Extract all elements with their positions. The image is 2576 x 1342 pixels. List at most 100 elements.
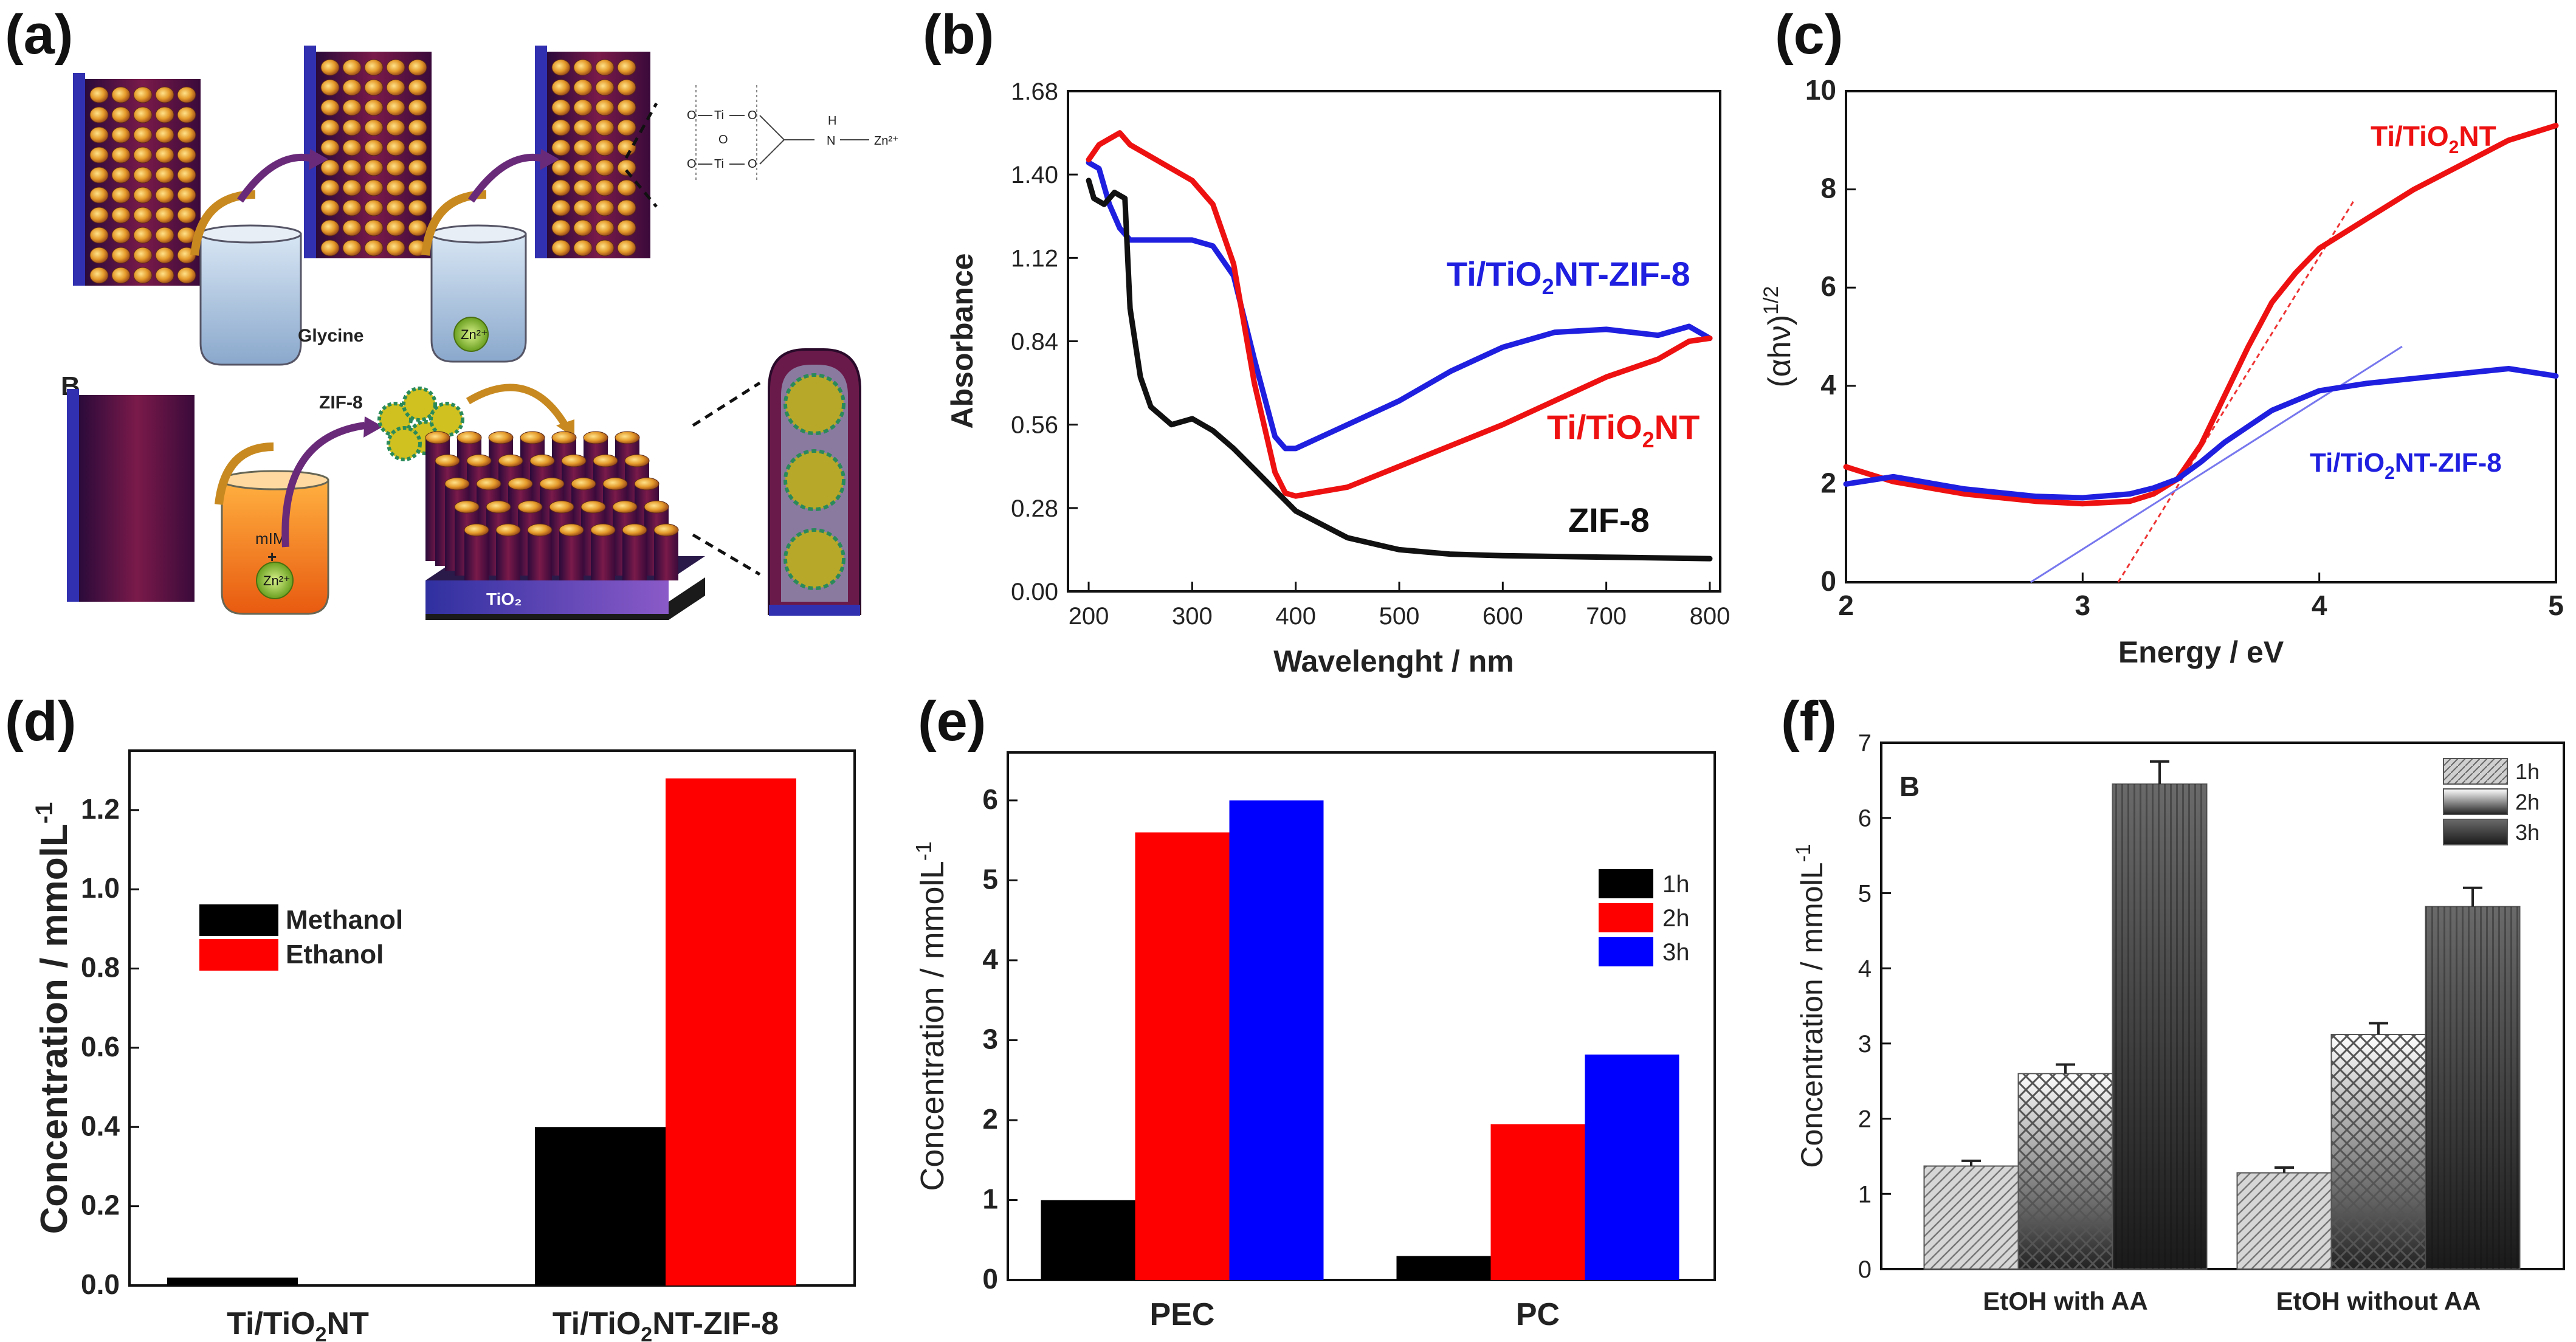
bar-overlay — [2331, 1034, 2426, 1269]
chemical-structure: O Ti O O O Ti O H N Zn²⁺ — [687, 85, 899, 182]
tube-cap — [408, 79, 427, 96]
tube-top — [425, 431, 450, 444]
c-label-zif: Ti/TiO2NT-ZIF-8 — [2310, 448, 2502, 483]
tube-cap — [551, 239, 571, 256]
tube-cap — [155, 247, 174, 264]
tube-body — [496, 530, 520, 580]
tube-cap — [617, 139, 636, 156]
tube-cap — [342, 79, 362, 96]
tube-cap — [551, 219, 571, 236]
tube-cap — [595, 139, 615, 156]
tube-cap — [595, 179, 615, 196]
tube-cap — [386, 59, 405, 76]
x-tick-label: 400 — [1275, 603, 1316, 630]
tube-cap — [320, 59, 340, 76]
y-tick-label: 4 — [1820, 369, 1836, 401]
tube-cap — [595, 79, 615, 96]
tube-cap — [342, 119, 362, 136]
tube-cap — [320, 239, 340, 256]
tube-cap — [177, 86, 196, 103]
tube-cap — [111, 146, 131, 163]
tube-cap — [89, 86, 109, 103]
legend-label-3h: 3h — [1662, 939, 1690, 966]
b-axis-ticks: 200 300 400 500 600 700 800 0.00 0.28 0.56 0.84 1.1… — [1011, 78, 1730, 630]
tube-cap — [364, 99, 384, 116]
legend-swatch-3h — [1599, 937, 1653, 966]
b-xlabel: Wavelenght / nm — [1273, 644, 1514, 678]
tube-cap — [320, 159, 340, 176]
zn-label-1: Zn²⁺ — [461, 327, 488, 342]
tube-body — [464, 530, 489, 580]
tube-cap — [364, 179, 384, 196]
panel-a-schematic: (a) Glycine — [5, 4, 899, 620]
tube-top — [571, 477, 596, 490]
tube-cap — [386, 79, 405, 96]
tube-cap — [408, 219, 427, 236]
tube-cap — [551, 159, 571, 176]
tube-top — [602, 477, 628, 490]
tube-cap — [111, 106, 131, 123]
plot-frame-d — [128, 749, 856, 1287]
y-tick-label: 0.6 — [81, 1031, 120, 1062]
tube-cap — [177, 207, 196, 224]
b-label-ti: Ti/TiO2NT — [1547, 408, 1700, 452]
d-bars-group — [167, 778, 796, 1285]
x-tick-label: 2 — [1838, 590, 1854, 621]
tube-cap — [89, 187, 109, 204]
b-label-zif8: ZIF-8 — [1568, 501, 1650, 539]
tube-cap — [155, 207, 174, 224]
tube-cap — [573, 79, 593, 96]
series-ti-tio2nt-zif-8 — [1086, 160, 1713, 452]
legend-swatch-3h — [2443, 819, 2508, 845]
y-tick-label: 0.0 — [81, 1268, 120, 1300]
svg-text:O: O — [687, 109, 697, 122]
beaker-glycine: Glycine — [199, 224, 363, 366]
tube-cap — [89, 267, 109, 284]
tube-top — [551, 431, 577, 444]
tube-top — [520, 431, 545, 444]
y-tick-label: 2 — [1858, 1106, 1872, 1133]
tube-forest — [425, 431, 679, 580]
tube-cap — [617, 79, 636, 96]
zoom-line-bottom — [625, 169, 658, 208]
tube-cap — [133, 247, 153, 264]
tube-cap — [617, 119, 636, 136]
d-xtick-1: Ti/TiO2NT-ZIF-8 — [553, 1306, 779, 1342]
tube-cap — [177, 267, 196, 284]
tube-cap — [617, 179, 636, 196]
tube-cap — [155, 227, 174, 244]
tube-cap — [595, 199, 615, 216]
tube-cap — [320, 199, 340, 216]
y-tick-label: 3 — [1858, 1031, 1872, 1058]
b-ylabel: Absorbance — [945, 253, 979, 429]
tube-cap — [111, 167, 131, 184]
y-tick-label: 1.0 — [81, 872, 120, 904]
tube-cap — [573, 179, 593, 196]
panel-d-chart: (d) 0.0 0.2 0.4 0.6 0.8 1.0 1.2 Concentration … — [5, 690, 856, 1342]
tube-cap — [133, 146, 153, 163]
tube-cap — [573, 99, 593, 116]
y-tick-label: 2 — [982, 1103, 998, 1135]
legend-swatch-1h — [2443, 758, 2508, 785]
beaker-zn: Zn²⁺ — [430, 224, 527, 363]
legend-swatch-methanol — [199, 904, 278, 936]
tube-cap — [617, 199, 636, 216]
bar-2h-0 — [1135, 832, 1230, 1280]
tube-cap — [364, 199, 384, 216]
d-legend: Methanol Ethanol — [199, 904, 403, 971]
legend-swatch-2h — [1599, 903, 1653, 932]
y-tick-label: 0.00 — [1011, 579, 1058, 605]
tube-cap — [342, 239, 362, 256]
tube-cap — [551, 199, 571, 216]
tube-cap — [573, 199, 593, 216]
tube-body — [528, 530, 552, 580]
tube-cap — [320, 219, 340, 236]
svg-text:N: N — [827, 134, 835, 148]
tube-cap — [89, 227, 109, 244]
f-inset-label: B — [1899, 771, 1920, 802]
tube-cap — [573, 139, 593, 156]
tube-cap — [111, 126, 131, 143]
bar-1h-0 — [1041, 1200, 1135, 1280]
tube-cap — [408, 139, 427, 156]
y-tick-label: 0.56 — [1011, 412, 1058, 439]
